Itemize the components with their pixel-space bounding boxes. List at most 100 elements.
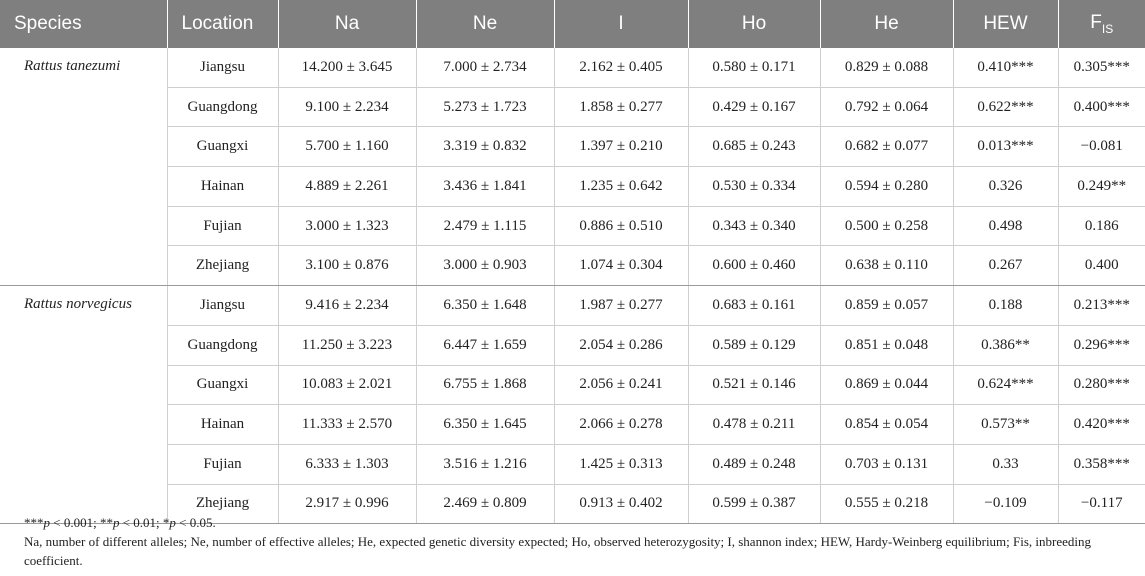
abbreviations-note: Na, number of different alleles; Ne, num… — [24, 534, 1092, 568]
cell-hew: 0.498 — [953, 206, 1059, 247]
header-hew: HEW — [953, 0, 1059, 48]
header-fis-main: F — [1090, 12, 1102, 34]
cell-ho: 0.521 ± 0.146 — [688, 365, 821, 406]
cell-location: Hainan — [167, 166, 279, 207]
cell-fis: 0.213*** — [1058, 285, 1145, 326]
cell-location: Guangxi — [167, 365, 279, 406]
cell-ho: 0.599 ± 0.387 — [688, 484, 821, 525]
cell-i: 2.054 ± 0.286 — [554, 325, 689, 366]
cell-na: 2.917 ± 0.996 — [278, 484, 417, 525]
cell-i: 1.074 ± 0.304 — [554, 245, 689, 287]
cell-i: 2.162 ± 0.405 — [554, 48, 689, 88]
cell-fis: −0.117 — [1058, 484, 1145, 525]
cell-i: 1.235 ± 0.642 — [554, 166, 689, 207]
species-cell: Rattus norvegicus — [0, 285, 168, 525]
cell-ne: 3.436 ± 1.841 — [416, 166, 555, 207]
cell-na: 5.700 ± 1.160 — [278, 126, 417, 168]
cell-location: Zhejiang — [167, 245, 279, 287]
cell-he: 0.869 ± 0.044 — [820, 365, 954, 406]
genetic-diversity-table: Species Location Na Ne I Ho He HEW FIS R… — [0, 0, 1145, 525]
header-location: Location — [167, 0, 279, 48]
cell-ne: 6.350 ± 1.645 — [416, 404, 555, 445]
cell-i: 0.886 ± 0.510 — [554, 206, 689, 247]
cell-he: 0.792 ± 0.064 — [820, 87, 954, 128]
table-footnotes: ***p < 0.001; **p < 0.01; *p < 0.05. Na,… — [24, 513, 1129, 570]
cell-hew: 0.267 — [953, 245, 1059, 287]
cell-hew: 0.188 — [953, 285, 1059, 326]
table-row: Zhejiang 3.100 ± 0.876 3.000 ± 0.903 1.074 … — [0, 245, 1145, 287]
cell-fis: 0.400 — [1058, 245, 1145, 287]
cell-ho: 0.589 ± 0.129 — [688, 325, 821, 366]
header-fis: FIS — [1058, 0, 1145, 48]
table-row: Hainan 4.889 ± 2.261 3.436 ± 1.841 1.235 ± … — [0, 166, 1145, 207]
cell-na: 14.200 ± 3.645 — [278, 48, 417, 88]
cell-fis: 0.358*** — [1058, 444, 1145, 485]
table-row: Guangdong 9.100 ± 2.234 5.273 ± 1.723 1.858… — [0, 87, 1145, 128]
cell-i: 1.987 ± 0.277 — [554, 285, 689, 326]
cell-ne: 6.447 ± 1.659 — [416, 325, 555, 366]
header-na: Na — [278, 0, 417, 48]
header-i: I — [554, 0, 689, 48]
cell-hew: 0.410*** — [953, 48, 1059, 88]
cell-he: 0.682 ± 0.077 — [820, 126, 954, 168]
cell-ne: 3.319 ± 0.832 — [416, 126, 555, 168]
cell-ho: 0.530 ± 0.334 — [688, 166, 821, 207]
cell-ne: 7.000 ± 2.734 — [416, 48, 555, 88]
cell-na: 4.889 ± 2.261 — [278, 166, 417, 207]
cell-na: 9.416 ± 2.234 — [278, 285, 417, 326]
cell-fis: 0.186 — [1058, 206, 1145, 247]
cell-fis: 0.400*** — [1058, 87, 1145, 128]
header-row: Species Location Na Ne I Ho He HEW FIS — [0, 0, 1145, 48]
header-fis-sub: IS — [1101, 21, 1114, 36]
cell-i: 1.397 ± 0.210 — [554, 126, 689, 168]
cell-he: 0.555 ± 0.218 — [820, 484, 954, 525]
cell-i: 1.425 ± 0.313 — [554, 444, 689, 485]
header-species: Species — [0, 0, 168, 48]
cell-ne: 6.755 ± 1.868 — [416, 365, 555, 406]
table-body: Rattus tanezumi Jiangsu 14.200 ± 3.645 7.00… — [0, 48, 1145, 525]
table-row: Guangdong 11.250 ± 3.223 6.447 ± 1.659 2.05… — [0, 325, 1145, 366]
cell-i: 0.913 ± 0.402 — [554, 484, 689, 525]
cell-he: 0.500 ± 0.258 — [820, 206, 954, 247]
cell-he: 0.829 ± 0.088 — [820, 48, 954, 88]
header-he: He — [820, 0, 954, 48]
cell-he: 0.703 ± 0.131 — [820, 444, 954, 485]
cell-ne: 3.000 ± 0.903 — [416, 245, 555, 287]
cell-location: Jiangsu — [167, 48, 279, 88]
cell-location: Hainan — [167, 404, 279, 445]
cell-fis: −0.081 — [1058, 126, 1145, 168]
cell-ho: 0.429 ± 0.167 — [688, 87, 821, 128]
cell-ne: 2.479 ± 1.115 — [416, 206, 555, 247]
cell-i: 2.056 ± 0.241 — [554, 365, 689, 406]
cell-he: 0.851 ± 0.048 — [820, 325, 954, 366]
cell-i: 1.858 ± 0.277 — [554, 87, 689, 128]
cell-na: 11.333 ± 2.570 — [278, 404, 417, 445]
cell-ne: 3.516 ± 1.216 — [416, 444, 555, 485]
table-row: Rattus tanezumi Jiangsu 14.200 ± 3.645 7.00… — [0, 48, 1145, 287]
header-ho: Ho — [688, 0, 821, 48]
cell-location: Guangdong — [167, 87, 279, 128]
cell-location: Jiangsu — [167, 285, 279, 326]
cell-he: 0.638 ± 0.110 — [820, 245, 954, 287]
cell-location: Fujian — [167, 206, 279, 247]
table-row: Guangxi 5.700 ± 1.160 3.319 ± 0.832 1.397 ±… — [0, 126, 1145, 168]
cell-na: 6.333 ± 1.303 — [278, 444, 417, 485]
cell-ho: 0.478 ± 0.211 — [688, 404, 821, 445]
cell-ho: 0.685 ± 0.243 — [688, 126, 821, 168]
cell-na: 10.083 ± 2.021 — [278, 365, 417, 406]
cell-hew: 0.33 — [953, 444, 1059, 485]
cell-na: 3.100 ± 0.876 — [278, 245, 417, 287]
cell-hew: 0.326 — [953, 166, 1059, 207]
table-row: Rattus norvegicus Jiangsu 9.416 ± 2.234 6.3… — [0, 285, 1145, 525]
cell-ho: 0.343 ± 0.340 — [688, 206, 821, 247]
cell-location: Fujian — [167, 444, 279, 485]
cell-ho: 0.600 ± 0.460 — [688, 245, 821, 287]
species-cell: Rattus tanezumi — [0, 48, 168, 287]
cell-location: Guangxi — [167, 126, 279, 168]
significance-note: ***p < 0.001; **p < 0.01; *p < 0.05. — [24, 515, 216, 530]
cell-hew: 0.013*** — [953, 126, 1059, 168]
cell-fis: 0.249** — [1058, 166, 1145, 207]
cell-hew: 0.386** — [953, 325, 1059, 366]
cell-fis: 0.305*** — [1058, 48, 1145, 88]
table-header: Species Location Na Ne I Ho He HEW FIS — [0, 0, 1145, 48]
